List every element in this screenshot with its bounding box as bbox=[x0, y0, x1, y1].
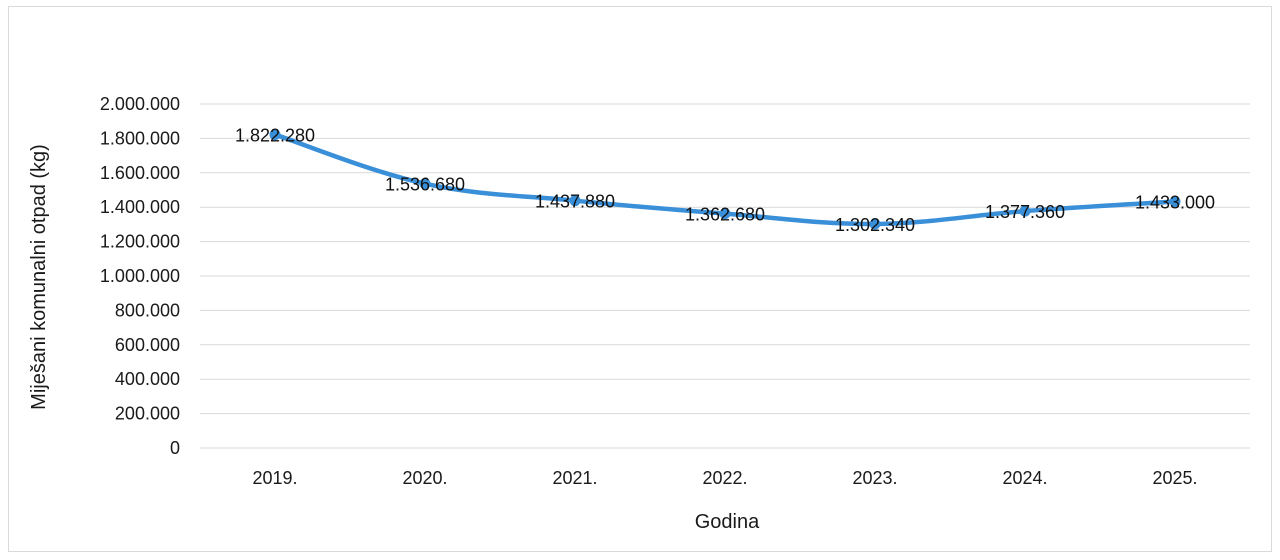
data-labels: 1.822.280 1.536.680 1.437.880 1.362.680 1.30… bbox=[235, 126, 1215, 235]
y-tick-label: 1.800.000 bbox=[100, 128, 180, 148]
y-tick-label: 1.400.000 bbox=[100, 197, 180, 217]
y-tick-label: 1.600.000 bbox=[100, 163, 180, 183]
data-label: 1.437.880 bbox=[535, 192, 615, 212]
data-label: 1.302.340 bbox=[835, 215, 915, 235]
data-point bbox=[1019, 205, 1031, 217]
y-axis-ticks: 0 200.000 400.000 600.000 800.000 1.000.000 1.… bbox=[100, 94, 180, 458]
x-tick-label: 2024. bbox=[1002, 468, 1047, 488]
x-axis-ticks: 2019. 2020. 2021. 2022. 2023. 2024. 2025. bbox=[252, 468, 1197, 488]
y-tick-label: 1.000.000 bbox=[100, 266, 180, 286]
y-tick-label: 2.000.000 bbox=[100, 94, 180, 114]
series-layer bbox=[269, 129, 1181, 230]
x-tick-label: 2021. bbox=[552, 468, 597, 488]
data-label: 1.433.000 bbox=[1135, 193, 1215, 213]
x-tick-label: 2025. bbox=[1152, 468, 1197, 488]
y-tick-label: 200.000 bbox=[115, 404, 180, 424]
data-point bbox=[569, 195, 581, 207]
y-tick-label: 400.000 bbox=[115, 369, 180, 389]
data-point bbox=[419, 178, 431, 190]
data-label: 1.362.680 bbox=[685, 205, 765, 225]
data-label: 1.377.360 bbox=[985, 202, 1065, 222]
data-label: 1.822.280 bbox=[235, 126, 315, 146]
data-label: 1.536.680 bbox=[385, 175, 465, 195]
y-tick-label: 1.200.000 bbox=[100, 232, 180, 252]
y-axis-title: Miješani komunalni otpad (kg) bbox=[28, 144, 50, 410]
x-axis-title: Godina bbox=[695, 511, 760, 533]
data-point bbox=[1169, 196, 1181, 208]
y-tick-label: 600.000 bbox=[115, 335, 180, 355]
y-tick-label: 0 bbox=[170, 438, 180, 458]
x-tick-label: 2022. bbox=[702, 468, 747, 488]
x-tick-label: 2023. bbox=[852, 468, 897, 488]
x-tick-label: 2019. bbox=[252, 468, 297, 488]
gridlines bbox=[200, 103, 1250, 449]
x-tick-label: 2020. bbox=[402, 468, 447, 488]
y-tick-label: 800.000 bbox=[115, 300, 180, 320]
data-point bbox=[269, 129, 281, 141]
data-point bbox=[719, 208, 731, 220]
chart-frame bbox=[8, 6, 1272, 552]
data-point bbox=[869, 218, 881, 230]
